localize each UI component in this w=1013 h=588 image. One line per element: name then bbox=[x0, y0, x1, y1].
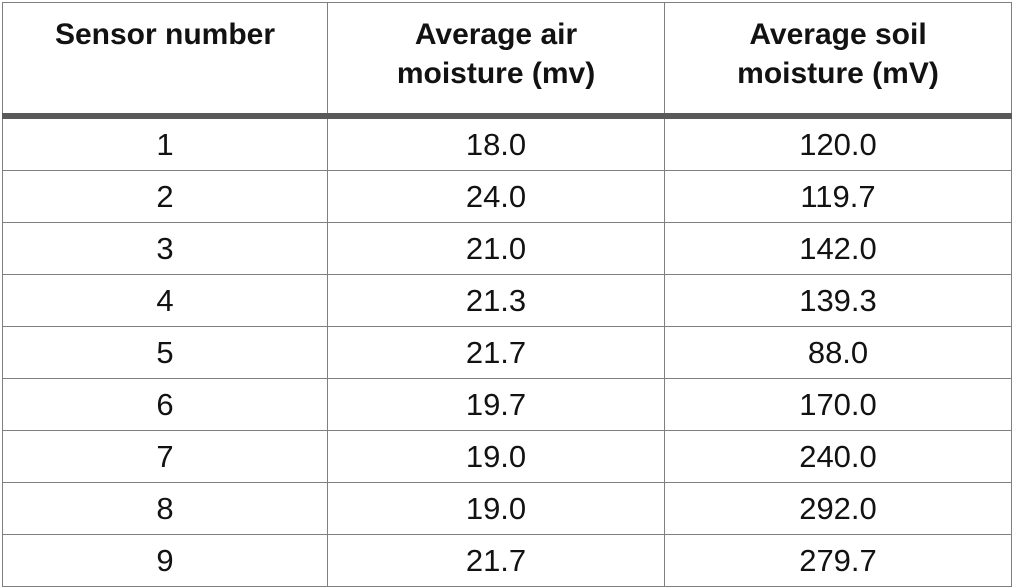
soil-moisture-cell: 292.0 bbox=[664, 482, 1012, 535]
header-sensor-number: Sensor number bbox=[2, 2, 328, 119]
sensor-number-cell: 6 bbox=[2, 378, 328, 431]
soil-moisture-cell: 120.0 bbox=[664, 115, 1012, 171]
sensor-number-cell: 4 bbox=[2, 274, 328, 327]
soil-moisture-cell: 279.7 bbox=[664, 534, 1012, 587]
table-row: 9 21.7 279.7 bbox=[2, 534, 1012, 587]
table-header: Sensor number Average air moisture (mv) A… bbox=[2, 2, 1012, 119]
air-moisture-cell: 19.0 bbox=[327, 482, 665, 535]
air-moisture-cell: 21.7 bbox=[327, 326, 665, 379]
header-row: Sensor number Average air moisture (mv) A… bbox=[2, 2, 1012, 119]
sensor-number-cell: 1 bbox=[2, 115, 328, 171]
table-row: 3 21.0 142.0 bbox=[2, 222, 1012, 275]
air-moisture-cell: 19.7 bbox=[327, 378, 665, 431]
table-row: 8 19.0 292.0 bbox=[2, 482, 1012, 535]
sensor-number-cell: 3 bbox=[2, 222, 328, 275]
soil-moisture-cell: 88.0 bbox=[664, 326, 1012, 379]
air-moisture-cell: 19.0 bbox=[327, 430, 665, 483]
table-row: 5 21.7 88.0 bbox=[2, 326, 1012, 379]
air-moisture-cell: 21.7 bbox=[327, 534, 665, 587]
header-air-moisture: Average air moisture (mv) bbox=[327, 2, 665, 119]
table-row: 2 24.0 119.7 bbox=[2, 170, 1012, 223]
header-soil-moisture: Average soil moisture (mV) bbox=[664, 2, 1012, 119]
sensor-number-cell: 5 bbox=[2, 326, 328, 379]
air-moisture-cell: 21.0 bbox=[327, 222, 665, 275]
sensor-number-cell: 9 bbox=[2, 534, 328, 587]
sensor-number-cell: 7 bbox=[2, 430, 328, 483]
sensor-number-cell: 2 bbox=[2, 170, 328, 223]
air-moisture-cell: 21.3 bbox=[327, 274, 665, 327]
table-row: 4 21.3 139.3 bbox=[2, 274, 1012, 327]
table-row: 7 19.0 240.0 bbox=[2, 430, 1012, 483]
soil-moisture-cell: 139.3 bbox=[664, 274, 1012, 327]
air-moisture-cell: 24.0 bbox=[327, 170, 665, 223]
table-body: 1 18.0 120.0 2 24.0 119.7 3 21.0 142.0 4 21.3 139.3… bbox=[2, 115, 1012, 587]
soil-moisture-cell: 142.0 bbox=[664, 222, 1012, 275]
soil-moisture-cell: 170.0 bbox=[664, 378, 1012, 431]
sensor-number-cell: 8 bbox=[2, 482, 328, 535]
soil-moisture-cell: 119.7 bbox=[664, 170, 1012, 223]
air-moisture-cell: 18.0 bbox=[327, 115, 665, 171]
table-row: 6 19.7 170.0 bbox=[2, 378, 1012, 431]
soil-moisture-cell: 240.0 bbox=[664, 430, 1012, 483]
table-row: 1 18.0 120.0 bbox=[2, 115, 1012, 171]
